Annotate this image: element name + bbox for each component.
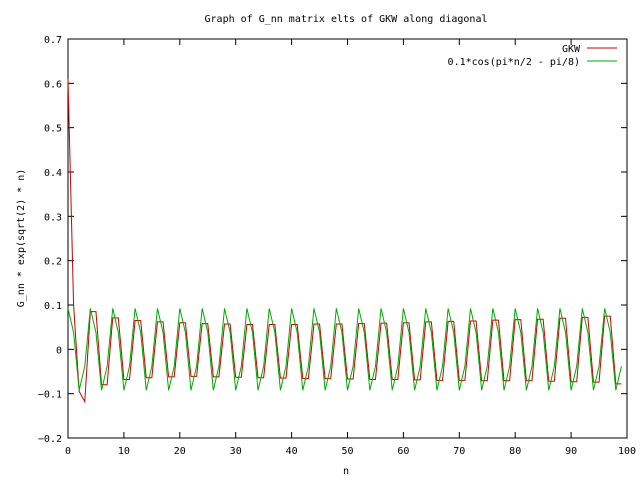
x-tick-label: 0 [65,446,71,457]
chart-title: Graph of G_nn matrix elts of GKW along d… [205,14,488,25]
x-tick-label: 50 [341,446,353,457]
y-tick-label: −0.2 [38,434,62,445]
axis-ticks: 0 10 20 30 40 50 60 70 80 90 100 −0.2 −0.1 0 0.1 0.2 0.3… [38,35,636,457]
y-tick-label: 0.1 [44,301,62,312]
x-tick-label: 70 [453,446,465,457]
y-tick-label: 0.4 [44,168,62,179]
y-tick-label: 0.3 [44,212,62,223]
y-tick-label: 0.6 [44,79,62,90]
series-layer [67,78,622,404]
x-tick-label: 60 [397,446,409,457]
y-tick-label: −0.1 [38,390,62,401]
x-tick-label: 20 [174,446,186,457]
x-tick-label: 80 [509,446,521,457]
y-tick-label: 0.5 [44,124,62,135]
y-tick-label: 0 [56,345,62,356]
legend: GKW 0.1*cos(pi*n/2 - pi/8) [448,44,617,68]
x-tick-label: 100 [618,446,636,457]
legend-label-2: 0.1*cos(pi*n/2 - pi/8) [448,57,580,68]
y-tick-label: 0.2 [44,257,62,268]
x-tick-label: 10 [118,446,130,457]
series-line-2 [67,308,622,391]
legend-label-1: GKW [562,44,581,55]
y-tick-label: 0.7 [44,35,62,46]
x-axis-label: n [343,466,349,477]
x-tick-label: 40 [286,446,298,457]
x-tick-label: 90 [565,446,577,457]
x-tick-label: 30 [230,446,242,457]
y-axis-label: G_nn * exp(sqrt(2) * n) [16,169,27,307]
